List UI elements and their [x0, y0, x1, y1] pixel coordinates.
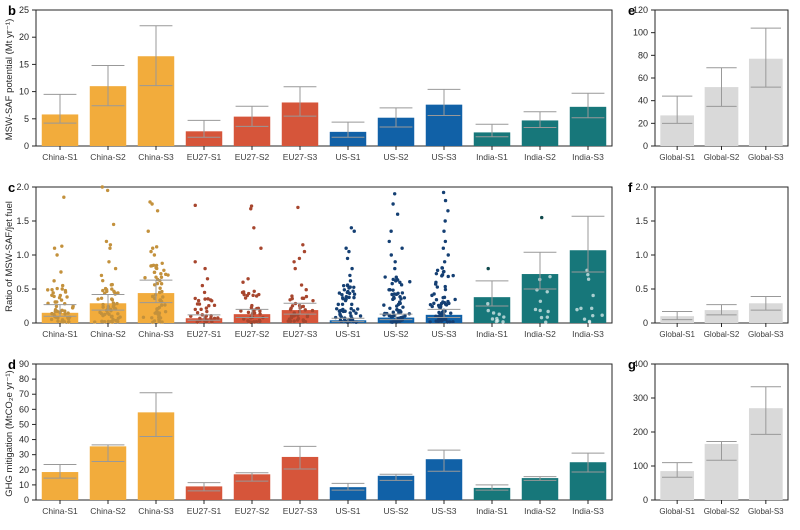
svg-text:80: 80: [638, 50, 648, 60]
svg-text:India-S1: India-S1: [476, 506, 508, 516]
svg-text:India-S2: India-S2: [524, 506, 556, 516]
svg-text:China-S1: China-S1: [42, 506, 78, 516]
svg-text:0: 0: [643, 141, 648, 151]
svg-text:EU27-S1: EU27-S1: [187, 329, 222, 339]
svg-text:100: 100: [633, 461, 648, 471]
svg-text:China-S2: China-S2: [90, 152, 126, 162]
svg-text:100: 100: [633, 28, 648, 38]
svg-text:30: 30: [19, 450, 29, 460]
panel-letter-c: c: [8, 180, 16, 195]
svg-text:US-S3: US-S3: [431, 152, 456, 162]
svg-text:40: 40: [638, 96, 648, 106]
svg-text:0: 0: [24, 318, 29, 328]
svg-text:70: 70: [19, 389, 29, 399]
svg-text:India-S3: India-S3: [572, 152, 604, 162]
panel-letter-f: f: [628, 180, 633, 195]
svg-text:1.5: 1.5: [16, 216, 29, 226]
panel-g-chart: 0 100 200 300 400 Global-S1 Global-S2 Global-S3: [625, 354, 800, 530]
panel-e-chart: 0 20 40 60 80 100 120 Global-S1 Global-S2 Global-…: [625, 0, 800, 176]
svg-text:Global-S3: Global-S3: [748, 507, 784, 516]
svg-text:0: 0: [24, 495, 29, 505]
svg-text:US-S2: US-S2: [383, 506, 408, 516]
svg-text:20: 20: [19, 32, 29, 42]
svg-text:EU27-S3: EU27-S3: [283, 506, 318, 516]
svg-text:China-S1: China-S1: [42, 329, 78, 339]
svg-text:50: 50: [19, 419, 29, 429]
svg-text:0.5: 0.5: [16, 284, 29, 294]
svg-text:US-S3: US-S3: [431, 506, 456, 516]
svg-text:Global-S3: Global-S3: [748, 153, 784, 162]
svg-text:15: 15: [19, 59, 29, 69]
svg-text:300: 300: [633, 393, 648, 403]
svg-text:US-S1: US-S1: [335, 506, 360, 516]
svg-text:0.5: 0.5: [635, 284, 648, 294]
svg-text:120: 120: [633, 5, 648, 15]
svg-text:US-S1: US-S1: [335, 329, 360, 339]
svg-text:Global-S3: Global-S3: [748, 330, 784, 339]
svg-text:Global-S1: Global-S1: [659, 330, 695, 339]
svg-text:China-S3: China-S3: [138, 329, 174, 339]
panel-f-chart: 0 0.5 1.0 1.5 2.0 Global-S1 Global-S2 Global-S3: [625, 177, 800, 353]
svg-text:India-S3: India-S3: [572, 329, 604, 339]
svg-text:200: 200: [633, 427, 648, 437]
svg-text:0: 0: [643, 495, 648, 505]
svg-text:25: 25: [19, 5, 29, 15]
svg-text:US-S3: US-S3: [431, 329, 456, 339]
svg-text:Global-S1: Global-S1: [659, 153, 695, 162]
svg-text:60: 60: [19, 404, 29, 414]
svg-text:10: 10: [19, 480, 29, 490]
svg-text:China-S2: China-S2: [90, 506, 126, 516]
svg-text:1.0: 1.0: [16, 250, 29, 260]
svg-text:EU27-S2: EU27-S2: [235, 329, 270, 339]
svg-text:5: 5: [24, 114, 29, 124]
svg-text:China-S2: China-S2: [90, 329, 126, 339]
svg-text:EU27-S1: EU27-S1: [187, 506, 222, 516]
svg-text:80: 80: [19, 374, 29, 384]
svg-text:India-S3: India-S3: [572, 506, 604, 516]
svg-text:India-S1: India-S1: [476, 329, 508, 339]
svg-text:EU27-S3: EU27-S3: [283, 329, 318, 339]
svg-text:India-S1: India-S1: [476, 152, 508, 162]
panel-b-chart: 0 5 10 15 20 25 China-S1 China-S2 China-S3 EU27-S…: [0, 0, 625, 176]
svg-text:Global-S1: Global-S1: [659, 507, 695, 516]
svg-text:Global-S2: Global-S2: [704, 507, 740, 516]
svg-text:India-S2: India-S2: [524, 152, 556, 162]
svg-text:10: 10: [19, 87, 29, 97]
svg-text:40: 40: [19, 435, 29, 445]
svg-text:China-S1: China-S1: [42, 152, 78, 162]
svg-text:400: 400: [633, 359, 648, 369]
svg-text:0: 0: [643, 318, 648, 328]
svg-text:1.5: 1.5: [635, 216, 648, 226]
svg-text:90: 90: [19, 359, 29, 369]
svg-text:US-S1: US-S1: [335, 152, 360, 162]
svg-text:Global-S2: Global-S2: [704, 153, 740, 162]
svg-text:China-S3: China-S3: [138, 152, 174, 162]
svg-text:EU27-S3: EU27-S3: [283, 152, 318, 162]
panel-letter-e: e: [628, 3, 636, 18]
svg-text:60: 60: [638, 73, 648, 83]
panel-letter-b: b: [8, 3, 16, 18]
panel-d-chart: 0 10 20 30 40 50 60 70 80 90 China-S1 China-S2 China…: [0, 354, 625, 530]
panel-c-chart: 0 0.5 1.0 1.5 2.0 China-S1 China-S2 China-S3 EU2…: [0, 177, 625, 353]
svg-text:1.0: 1.0: [635, 250, 648, 260]
svg-text:2.0: 2.0: [635, 182, 648, 192]
svg-text:0: 0: [24, 141, 29, 151]
svg-text:EU27-S1: EU27-S1: [187, 152, 222, 162]
panel-letter-d: d: [8, 357, 16, 372]
svg-text:2.0: 2.0: [16, 182, 29, 192]
svg-text:20: 20: [19, 465, 29, 475]
panel-letter-g: g: [628, 357, 636, 372]
svg-text:China-S3: China-S3: [138, 506, 174, 516]
svg-text:EU27-S2: EU27-S2: [235, 506, 270, 516]
svg-text:US-S2: US-S2: [383, 329, 408, 339]
svg-text:US-S2: US-S2: [383, 152, 408, 162]
svg-text:20: 20: [638, 118, 648, 128]
svg-text:India-S2: India-S2: [524, 329, 556, 339]
svg-text:EU27-S2: EU27-S2: [235, 152, 270, 162]
svg-text:Global-S2: Global-S2: [704, 330, 740, 339]
